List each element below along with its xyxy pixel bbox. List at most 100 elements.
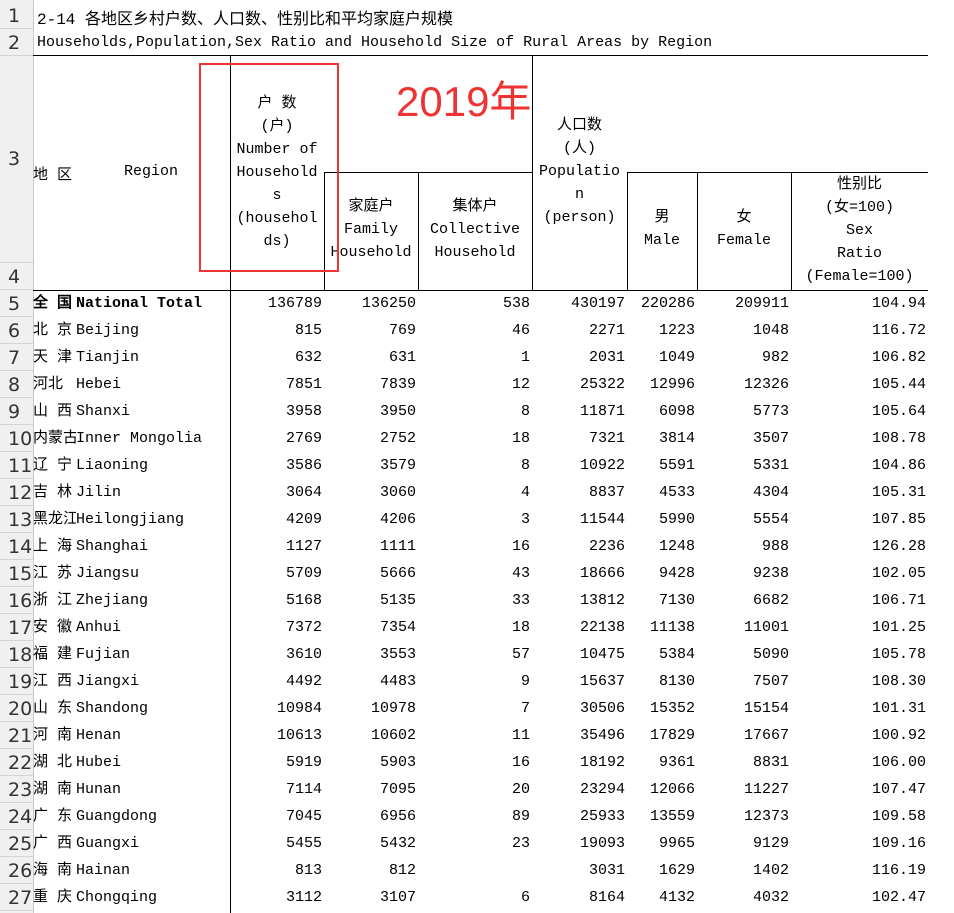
cell-population[interactable]: 23294 (579, 781, 625, 798)
region-name-zh[interactable]: 山 西 (33, 403, 73, 420)
cell-family[interactable]: 1111 (379, 538, 416, 555)
cell-family[interactable]: 769 (388, 322, 416, 339)
row-number[interactable]: 12 (0, 479, 33, 506)
cell-collective[interactable]: 9 (520, 673, 530, 690)
cell-female[interactable]: 11227 (743, 781, 789, 798)
cell-family[interactable]: 10978 (370, 700, 416, 717)
region-name-zh[interactable]: 吉 林 (33, 484, 73, 501)
row-number[interactable]: 9 (0, 398, 33, 425)
cell-population[interactable]: 11544 (579, 511, 625, 528)
cell-family[interactable]: 7839 (379, 376, 416, 393)
cell-sex-ratio[interactable]: 105.44 (871, 376, 926, 393)
cell-collective[interactable]: 43 (511, 565, 530, 582)
cell-female[interactable]: 982 (761, 349, 789, 366)
cell-male[interactable]: 4132 (658, 889, 695, 906)
cell-collective[interactable]: 18 (511, 430, 530, 447)
cell-family[interactable]: 3579 (379, 457, 416, 474)
cell-households[interactable]: 7372 (285, 619, 322, 636)
row-number[interactable]: 14 (0, 533, 33, 560)
cell-households[interactable]: 813 (294, 862, 322, 879)
cell-sex-ratio[interactable]: 108.30 (871, 673, 926, 690)
cell-population[interactable]: 13812 (579, 592, 625, 609)
cell-sex-ratio[interactable]: 105.31 (871, 484, 926, 501)
cell-female[interactable]: 5331 (752, 457, 789, 474)
cell-households[interactable]: 3958 (285, 403, 322, 420)
cell-family[interactable]: 3060 (379, 484, 416, 501)
cell-population[interactable]: 15637 (579, 673, 625, 690)
cell-family[interactable]: 10602 (370, 727, 416, 744)
row-number[interactable]: 6 (0, 317, 33, 344)
cell-sex-ratio[interactable]: 104.86 (871, 457, 926, 474)
cell-households[interactable]: 815 (294, 322, 322, 339)
cell-family[interactable]: 4483 (379, 673, 416, 690)
cell-sex-ratio[interactable]: 107.47 (871, 781, 926, 798)
region-name-zh[interactable]: 广 西 (33, 835, 73, 852)
cell-population[interactable]: 2031 (588, 349, 625, 366)
row-number[interactable]: 4 (0, 263, 33, 290)
cell-sex-ratio[interactable]: 107.85 (871, 511, 926, 528)
cell-family[interactable]: 812 (388, 862, 416, 879)
cell-female[interactable]: 4304 (752, 484, 789, 501)
cell-female[interactable]: 8831 (752, 754, 789, 771)
row-number[interactable]: 19 (0, 668, 33, 695)
cell-family[interactable]: 6956 (379, 808, 416, 825)
region-name-en[interactable]: Shandong (76, 700, 149, 717)
cell-collective[interactable]: 16 (511, 754, 530, 771)
cell-female[interactable]: 5554 (752, 511, 789, 528)
cell-households[interactable]: 3610 (285, 646, 322, 663)
region-name-en[interactable]: Guangxi (76, 835, 140, 852)
cell-sex-ratio[interactable]: 106.00 (871, 754, 926, 771)
cell-sex-ratio[interactable]: 100.92 (871, 727, 926, 744)
cell-sex-ratio[interactable]: 104.94 (871, 295, 926, 312)
region-name-zh[interactable]: 全 国 (33, 295, 73, 312)
region-name-en[interactable]: Heilongjiang (76, 511, 185, 528)
cell-households[interactable]: 7851 (285, 376, 322, 393)
cell-family[interactable]: 5903 (379, 754, 416, 771)
region-name-en[interactable]: Hunan (76, 781, 122, 798)
cell-collective[interactable]: 33 (511, 592, 530, 609)
region-name-en[interactable]: Hubei (76, 754, 122, 771)
cell-female[interactable]: 12373 (743, 808, 789, 825)
cell-collective[interactable]: 4 (520, 484, 530, 501)
region-name-zh[interactable]: 江 西 (33, 673, 73, 690)
cell-households[interactable]: 5455 (285, 835, 322, 852)
cell-female[interactable]: 7507 (752, 673, 789, 690)
cell-sex-ratio[interactable]: 106.82 (871, 349, 926, 366)
region-name-en[interactable]: National Total (76, 295, 203, 312)
cell-female[interactable]: 6682 (752, 592, 789, 609)
cell-sex-ratio[interactable]: 126.28 (871, 538, 926, 555)
cell-households[interactable]: 3064 (285, 484, 322, 501)
row-number[interactable]: 2 (0, 29, 33, 56)
row-number[interactable]: 5 (0, 290, 33, 317)
cell-collective[interactable] (418, 857, 530, 884)
cell-sex-ratio[interactable]: 105.78 (871, 646, 926, 663)
cell-population[interactable]: 3031 (588, 862, 625, 879)
cell-population[interactable]: 10475 (579, 646, 625, 663)
cell-male[interactable]: 4533 (658, 484, 695, 501)
region-name-en[interactable]: Zhejiang (76, 592, 149, 609)
cell-male[interactable]: 5591 (658, 457, 695, 474)
cell-female[interactable]: 9129 (752, 835, 789, 852)
cell-male[interactable]: 9361 (658, 754, 695, 771)
cell-family[interactable]: 5432 (379, 835, 416, 852)
cell-population[interactable]: 10922 (579, 457, 625, 474)
row-number[interactable]: 3 (0, 56, 33, 263)
cell-households[interactable]: 7045 (285, 808, 322, 825)
row-number[interactable]: 21 (0, 722, 33, 749)
region-name-zh[interactable]: 河北 (33, 376, 64, 393)
row-number[interactable]: 15 (0, 560, 33, 587)
row-number[interactable]: 13 (0, 506, 33, 533)
cell-family[interactable]: 7354 (379, 619, 416, 636)
cell-sex-ratio[interactable]: 101.25 (871, 619, 926, 636)
cell-sex-ratio[interactable]: 106.71 (871, 592, 926, 609)
cell-collective[interactable]: 8 (520, 403, 530, 420)
cell-collective[interactable]: 1 (520, 349, 530, 366)
region-name-zh[interactable]: 福 建 (33, 646, 73, 663)
cell-population[interactable]: 18666 (579, 565, 625, 582)
cell-households[interactable]: 4492 (285, 673, 322, 690)
cell-male[interactable]: 15352 (649, 700, 695, 717)
region-name-en[interactable]: Beijing (76, 322, 140, 339)
cell-collective[interactable]: 57 (511, 646, 530, 663)
cell-female[interactable]: 5773 (752, 403, 789, 420)
cell-female[interactable]: 4032 (752, 889, 789, 906)
